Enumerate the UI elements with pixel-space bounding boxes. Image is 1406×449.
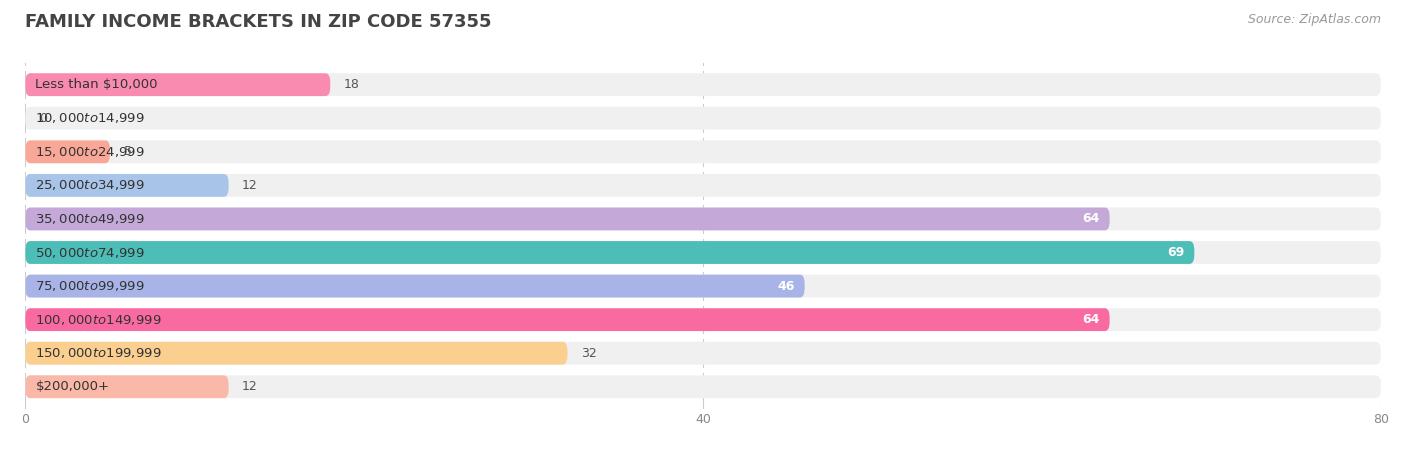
Text: 46: 46 (778, 280, 794, 293)
FancyBboxPatch shape (25, 375, 229, 398)
FancyBboxPatch shape (25, 342, 568, 365)
Text: $25,000 to $34,999: $25,000 to $34,999 (35, 178, 145, 192)
Text: FAMILY INCOME BRACKETS IN ZIP CODE 57355: FAMILY INCOME BRACKETS IN ZIP CODE 57355 (25, 13, 492, 31)
FancyBboxPatch shape (25, 308, 1109, 331)
FancyBboxPatch shape (25, 342, 1381, 365)
Text: 64: 64 (1083, 212, 1099, 225)
Text: $10,000 to $14,999: $10,000 to $14,999 (35, 111, 145, 125)
FancyBboxPatch shape (25, 375, 1381, 398)
FancyBboxPatch shape (25, 275, 804, 298)
Text: $50,000 to $74,999: $50,000 to $74,999 (35, 246, 145, 260)
FancyBboxPatch shape (25, 107, 1381, 130)
Text: $150,000 to $199,999: $150,000 to $199,999 (35, 346, 162, 360)
FancyBboxPatch shape (25, 241, 1194, 264)
Text: 5: 5 (124, 145, 132, 158)
Text: 0: 0 (39, 112, 46, 125)
FancyBboxPatch shape (25, 174, 229, 197)
FancyBboxPatch shape (25, 174, 1381, 197)
Text: $100,000 to $149,999: $100,000 to $149,999 (35, 313, 162, 326)
Text: $35,000 to $49,999: $35,000 to $49,999 (35, 212, 145, 226)
FancyBboxPatch shape (25, 141, 110, 163)
Text: 12: 12 (242, 179, 257, 192)
FancyBboxPatch shape (25, 275, 1381, 298)
Text: $75,000 to $99,999: $75,000 to $99,999 (35, 279, 145, 293)
FancyBboxPatch shape (25, 207, 1381, 230)
Text: 12: 12 (242, 380, 257, 393)
FancyBboxPatch shape (25, 73, 1381, 96)
Text: 18: 18 (344, 78, 360, 91)
Text: 64: 64 (1083, 313, 1099, 326)
Text: 32: 32 (581, 347, 596, 360)
Text: $200,000+: $200,000+ (35, 380, 110, 393)
FancyBboxPatch shape (25, 308, 1381, 331)
Text: Less than $10,000: Less than $10,000 (35, 78, 157, 91)
Text: 69: 69 (1167, 246, 1184, 259)
FancyBboxPatch shape (25, 241, 1381, 264)
FancyBboxPatch shape (25, 73, 330, 96)
FancyBboxPatch shape (25, 207, 1109, 230)
Text: $15,000 to $24,999: $15,000 to $24,999 (35, 145, 145, 159)
FancyBboxPatch shape (25, 141, 1381, 163)
Text: Source: ZipAtlas.com: Source: ZipAtlas.com (1247, 13, 1381, 26)
